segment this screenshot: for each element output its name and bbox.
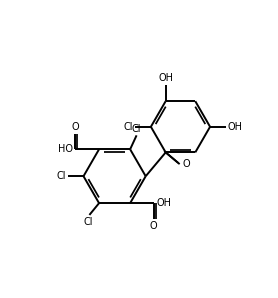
Text: OH: OH: [156, 198, 171, 208]
Text: Cl: Cl: [57, 171, 66, 181]
Text: OH: OH: [158, 73, 173, 83]
Text: Cl: Cl: [132, 124, 141, 134]
Text: Cl: Cl: [124, 122, 133, 132]
Text: OH: OH: [228, 122, 243, 132]
Text: O: O: [150, 221, 158, 231]
Text: Cl: Cl: [84, 217, 93, 227]
Text: HO: HO: [58, 144, 73, 154]
Text: O: O: [72, 122, 79, 132]
Text: O: O: [183, 159, 190, 169]
